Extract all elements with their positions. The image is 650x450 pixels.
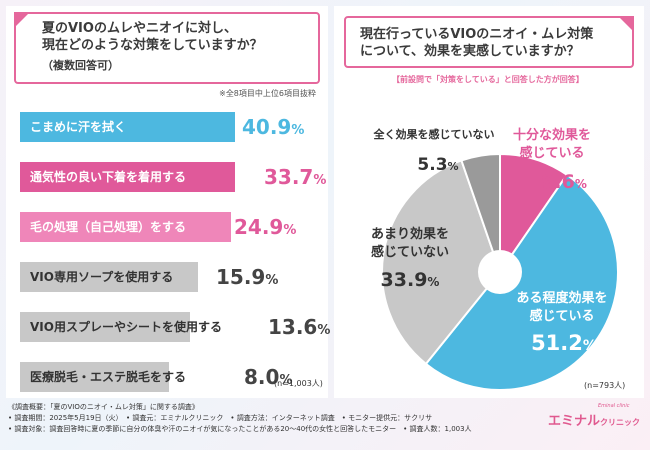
pie-slice-label: 感じていない [371,244,449,260]
bar-value-label: 40.9 [242,115,292,139]
right-question-box: 現在行っているVIOのニオイ・ムレ対策 について、効果を実感していますか？ [344,16,634,68]
bar-value: 8.0% [244,362,292,396]
left-question-sub: （複数回答可） [42,59,119,72]
left-question-line2: 現在どのような対策をしていますか？ [42,38,263,53]
bar [20,362,169,392]
pie-value-label: 33.9% [381,269,440,291]
pie-slice [424,173,619,391]
bar-category-label: こまめに汗を拭く [30,120,127,134]
bar-value-label: 33.7 [264,165,314,189]
left-note: ※全8項目中上位6項目抜粋 [219,89,316,98]
right-question-title: 現在行っているVIOのニオイ・ムレ対策 について、効果を実感していますか？ [360,26,630,60]
bar-value-label: 8.0 [244,365,280,389]
logo-main: エミナル [548,414,601,429]
pie-slice [460,152,501,273]
bar-value-unit: % [265,273,279,288]
bar-value-unit: % [279,373,293,388]
question-corner-decoration [618,16,634,32]
bar-category-label: 毛の処理（自己処理）をする [30,220,187,234]
footer-line2: • 調査期間：2025年5月19日（火） • 調査元：エミナルクリニック • 調… [8,414,433,422]
bar-row: VIO用スプレーやシートを使用する 13.6% [20,312,330,342]
bar-value: 24.9% [234,212,296,246]
bar-value-label: 15.9 [216,265,266,289]
bar-category-label: 医療脱毛・エステ脱毛をする [30,370,187,384]
bar-row: こまめに汗を拭く 40.9% [20,112,326,142]
bar [20,312,190,342]
bar-value-unit: % [317,323,331,338]
bar-value-label: 24.9 [234,215,284,239]
bar [20,162,235,192]
pie-value-label: 51.2% [531,331,597,355]
right-note: 【前設問で「対策をしている」と回答した方が回答】 [392,75,584,84]
bar-value-unit: % [283,223,297,238]
footer-line3: • 調査対象：調査回答時に夏の季節に自分の体臭や汗のニオイが気になったことがある… [8,425,472,433]
survey-footer: 《調査概要：「夏のVIOのニオイ・ムレ対策」に関する調査》 • 調査期間：202… [8,402,528,435]
bar-category-label: 通気性の良い下着を着用する [30,170,187,184]
clinic-logo: エミナルクリニック [548,410,640,429]
bar-value: 33.7% [264,162,326,196]
bar-row: VIO専用ソープを使用する 15.9% [20,262,326,292]
pie-slice-label: 全く効果を感じていない [373,127,495,141]
pie-slice-label: 十分な効果を [513,127,591,143]
pie-slice-label: あまり効果を [371,226,449,242]
pie-slice-label: 感じている [519,145,584,161]
bar-value: 15.9% [216,262,278,296]
bar [20,212,231,242]
logo-sub: クリニック [600,418,641,427]
bar-value-unit: % [313,173,327,188]
bar-value: 13.6% [268,312,330,346]
pie-center-hole [478,250,522,294]
left-question-line1: 夏のVIOのムレやニオイに対し、 [42,21,237,36]
pie-value-label: 9.6% [541,171,587,193]
pie-slice-label: ある程度効果を [516,290,607,306]
bar-value-unit: % [291,123,305,138]
bar-row: 医療脱毛・エステ脱毛をする 8.0% [20,362,326,392]
bar-value-label: 13.6 [268,315,318,339]
bar-category-label: VIO専用ソープを使用する [30,270,174,284]
pie-slice-label: 感じている [529,308,594,324]
bar [20,262,198,292]
bar-value: 40.9% [242,112,304,146]
pie-chart: 十分な効果を感じている9.6%ある程度効果を感じている51.2%あまり効果を感じ… [371,127,619,391]
logo-brand: Eminal clinic [598,403,630,409]
right-question-line1: 現在行っているVIOのニオイ・ムレ対策 [360,27,594,42]
bar-category-label: VIO用スプレーやシートを使用する [30,320,222,334]
pie-value-label: 5.3% [417,155,458,175]
left-sample-size: (n=1,003人) [274,379,323,388]
pie-slice [381,159,502,366]
right-panel: 現在行っているVIOのニオイ・ムレ対策 について、効果を実感していますか？ 【前… [334,6,644,398]
right-question-line2: について、効果を実感していますか？ [360,44,580,59]
left-question-title: 夏のVIOのムレやニオイに対し、 現在どのような対策をしていますか？ [42,20,312,54]
question-corner-decoration [14,12,30,28]
bar-row: 毛の処理（自己処理）をする 24.9% [20,212,326,242]
right-sample-size: (n=793人) [584,381,626,390]
bar [20,112,235,142]
left-question-box: 夏のVIOのムレやニオイに対し、 現在どのような対策をしていますか？ （複数回答… [14,12,320,84]
left-panel: 夏のVIOのムレやニオイに対し、 現在どのような対策をしていますか？ （複数回答… [6,6,330,398]
bar-row: 通気性の良い下着を着用する 33.7% [20,162,326,192]
footer-line1: 《調査概要：「夏のVIOのニオイ・ムレ対策」に関する調査》 [8,403,199,411]
